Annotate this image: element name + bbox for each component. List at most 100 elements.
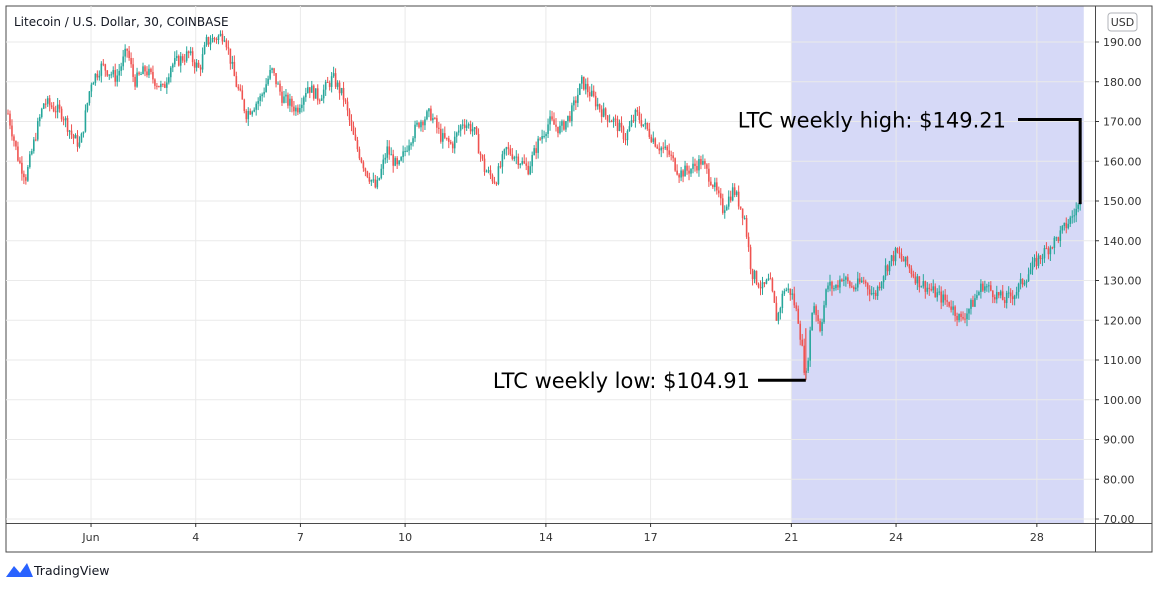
candle-body: [404, 151, 406, 153]
candle-body: [783, 291, 786, 294]
candle-body: [569, 115, 571, 122]
candle-body: [90, 84, 93, 92]
candle-body: [233, 61, 236, 77]
candle-body: [729, 196, 732, 201]
candle-body: [640, 120, 643, 126]
candle-body: [52, 107, 55, 112]
candle-body: [714, 182, 716, 188]
candle-body: [197, 62, 200, 68]
candle-body: [78, 142, 81, 147]
candle-body: [604, 108, 607, 116]
candle-body: [938, 291, 940, 293]
price-axis[interactable]: 70.00 80.00 90.00 100.00 110.00 120.00 130.00 1…: [1095, 36, 1142, 526]
candle-body: [870, 293, 873, 295]
candle-body: [301, 104, 303, 109]
candle-body: [360, 158, 363, 163]
candle-body: [217, 35, 220, 41]
candle-body: [27, 167, 29, 181]
currency-badge[interactable]: USD: [1107, 12, 1138, 32]
candle-body: [100, 63, 103, 76]
candle-body: [255, 103, 257, 110]
candle-body: [737, 191, 740, 207]
candle-body: [825, 289, 827, 306]
candle-body: [799, 323, 802, 340]
candle-body: [600, 109, 603, 117]
candle-body: [612, 118, 615, 122]
candle-body: [644, 122, 647, 125]
candle-body: [495, 183, 498, 185]
currency-label: USD: [1111, 16, 1135, 29]
candle-body: [650, 136, 653, 142]
candle-body: [765, 280, 768, 284]
candle-body: [116, 75, 119, 82]
candle-body: [851, 286, 853, 288]
candle-body: [527, 165, 530, 175]
candle-body: [632, 120, 635, 122]
candle-body: [80, 133, 83, 143]
y-tick-label: 70.00: [1103, 513, 1135, 526]
candle-body: [461, 124, 464, 126]
candle-body: [906, 256, 909, 265]
candle-body: [862, 280, 865, 282]
candle-body: [449, 141, 452, 144]
candle-body: [702, 161, 704, 165]
candle-body: [976, 295, 978, 299]
candle-body: [533, 148, 535, 156]
candle-body: [999, 291, 1002, 296]
candle-body: [181, 56, 184, 61]
candle-body: [392, 154, 394, 166]
high-annotation-label: LTC weekly high: $149.21: [738, 109, 1006, 133]
candle-body: [420, 121, 422, 128]
candle-body: [120, 66, 122, 71]
candle-body: [195, 62, 198, 68]
time-axis[interactable]: Jun 4 7 10 14 17 21 24 28: [81, 523, 1044, 544]
candle-body: [551, 116, 553, 120]
candle-body: [642, 124, 645, 126]
candle-body: [499, 166, 502, 168]
candle-body: [1027, 274, 1030, 282]
candle-body: [489, 170, 492, 176]
candle-body: [984, 286, 986, 291]
candle-body: [858, 278, 861, 283]
candle-body: [68, 130, 71, 132]
y-tick-label: 180.00: [1103, 76, 1142, 89]
candle-body: [745, 218, 748, 237]
y-tick-label: 110.00: [1103, 354, 1142, 367]
candle-body: [590, 90, 593, 97]
tradingview-icon: [6, 563, 33, 577]
candle-body: [451, 143, 454, 149]
candle-body: [344, 99, 347, 102]
candle-body: [173, 58, 176, 65]
candle-body: [1063, 222, 1066, 227]
candle-body: [775, 302, 778, 321]
candle-body: [620, 122, 623, 128]
y-tick-label: 80.00: [1103, 473, 1135, 486]
candle-body: [170, 67, 172, 78]
candle-body: [243, 99, 246, 111]
candle-body: [934, 286, 937, 298]
candle-body: [577, 94, 579, 103]
candle-body: [658, 148, 661, 151]
candle-body: [501, 154, 504, 167]
candle-body: [328, 82, 331, 87]
candle-body: [467, 124, 470, 126]
candle-body: [29, 154, 31, 168]
candle-body: [771, 278, 774, 292]
candle-body: [592, 90, 595, 96]
candle-body: [630, 120, 633, 127]
highlight-range: [791, 6, 1084, 523]
candle-body: [142, 66, 144, 75]
candle-body: [537, 138, 539, 153]
candle-body: [868, 289, 871, 295]
candle-body: [320, 98, 323, 101]
candle-body: [553, 119, 555, 125]
tradingview-logo[interactable]: TradingView: [6, 563, 110, 578]
candle-body: [380, 168, 383, 179]
candle-body: [432, 118, 434, 121]
candle-body: [46, 98, 49, 104]
candle-body: [265, 84, 267, 92]
candle-body: [285, 94, 287, 97]
candle-body: [579, 83, 581, 95]
candle-body: [928, 287, 931, 290]
